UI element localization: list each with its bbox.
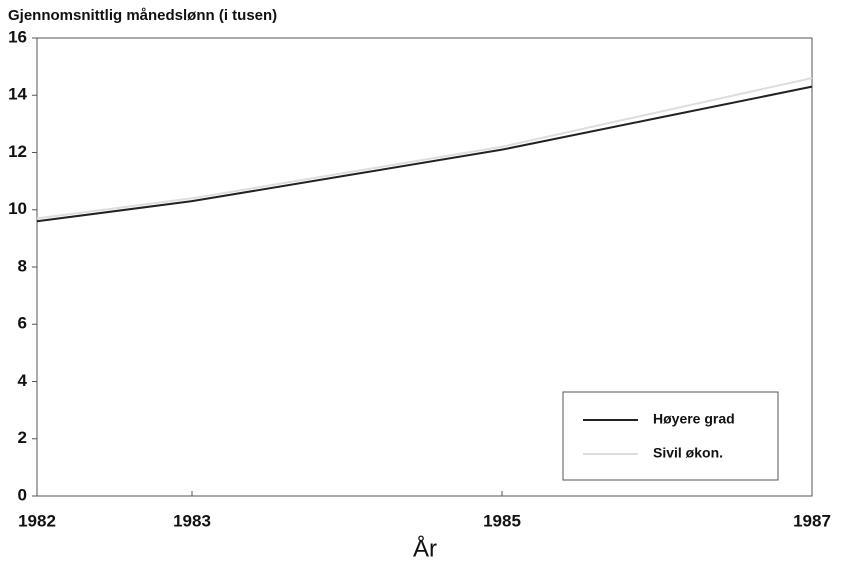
x-tick-label: 1983	[173, 511, 211, 530]
legend-label: Sivil økon.	[653, 445, 723, 461]
y-tick-label: 16	[8, 27, 27, 46]
chart-title: Gjennomsnittlig månedslønn (i tusen)	[8, 7, 277, 24]
y-tick-label: 2	[18, 428, 27, 447]
y-tick-label: 8	[18, 256, 27, 275]
y-tick-label: 6	[18, 314, 27, 333]
y-tick-label: 12	[8, 142, 27, 161]
x-tick-label: 1987	[793, 511, 831, 530]
x-axis-label: År	[413, 534, 437, 562]
line-series	[36, 77, 813, 220]
x-tick-label: 1982	[18, 511, 56, 530]
legend-label: Høyere grad	[653, 411, 735, 427]
line-series	[36, 85, 813, 223]
y-tick-label: 0	[18, 485, 27, 504]
y-tick-label: 10	[8, 199, 27, 218]
legend-box	[562, 391, 779, 481]
y-tick-label: 4	[18, 371, 28, 390]
x-tick-label: 1985	[483, 511, 521, 530]
y-tick-label: 14	[8, 85, 27, 104]
